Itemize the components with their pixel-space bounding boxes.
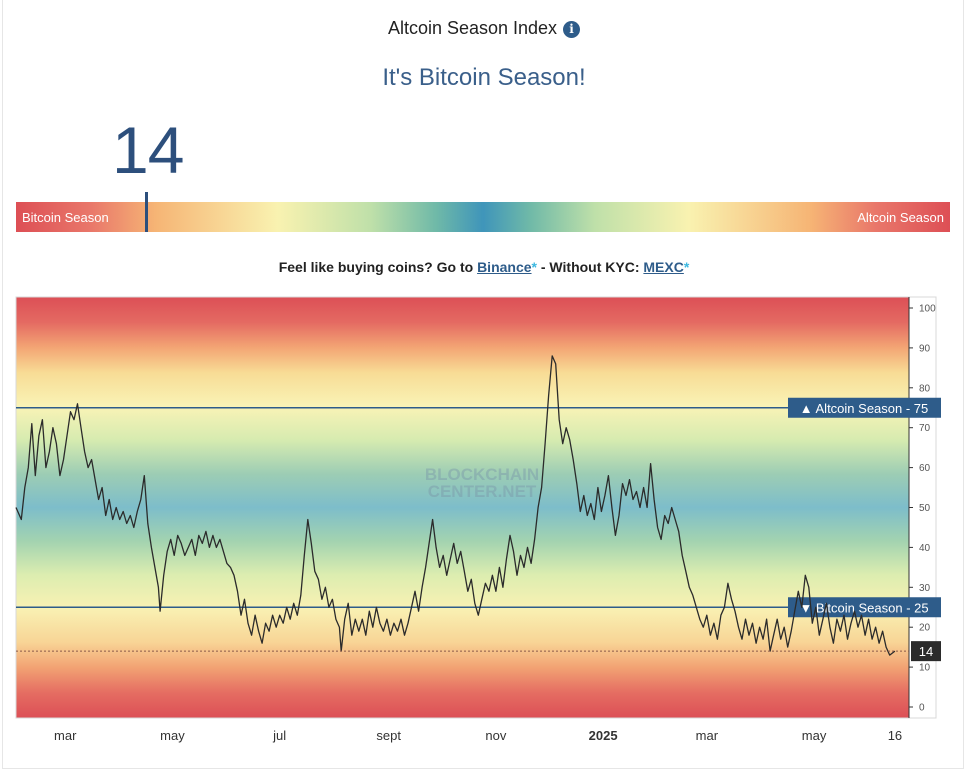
gauge-marker (145, 192, 149, 232)
watermark-line: BLOCKCHAIN (425, 465, 539, 484)
y-tick-label: 20 (919, 623, 931, 634)
x-tick-label: sept (376, 728, 401, 743)
x-tick-label: jul (272, 728, 286, 743)
y-tick-label: 80 (919, 383, 931, 394)
altcoin-season-label-box (788, 397, 941, 418)
x-tick-label: may (160, 728, 185, 743)
x-tick-label: mar (54, 728, 77, 743)
y-tick-label: 10 (919, 663, 931, 674)
info-icon[interactable]: i (563, 21, 581, 38)
y-tick-label: 60 (919, 463, 931, 474)
gauge-label-altcoin: Altcoin Season (857, 210, 944, 225)
x-ticks: mar may jul sept nov 2025 mar may 16 (54, 728, 902, 743)
altcoin-season-label: ▲ Altcoin Season - 75 (800, 401, 929, 416)
current-index-value: 14 (112, 113, 184, 187)
gauge-label-bitcoin: Bitcoin Season (22, 210, 109, 225)
season-gauge: Bitcoin Season Altcoin Season (16, 202, 950, 232)
x-tick-label: nov (485, 728, 506, 743)
threshold-lines: ▲ Altcoin Season - 75 ▼ Bitcoin Season - … (16, 397, 941, 618)
binance-star: * (531, 259, 537, 275)
promo-prefix: Feel like buying coins? Go to (278, 259, 474, 275)
bitcoin-season-label: ▼ Bitcoin Season - 25 (799, 600, 928, 615)
y-tick-label: 0 (919, 703, 925, 714)
mexc-star: * (683, 259, 690, 275)
season-status: It's Bitcoin Season! (382, 64, 586, 91)
index-title: Altcoin Season Index (387, 18, 558, 38)
mexc-link[interactable]: MEXC (643, 259, 684, 275)
y-tick-label: 40 (919, 543, 931, 554)
x-tick-label: mar (696, 728, 719, 743)
x-tick-label: 2025 (589, 728, 618, 743)
chart-background-band (16, 297, 909, 718)
promo-line: Feel like buying coins? Go to Binance* -… (0, 259, 968, 275)
current-value-badge (911, 641, 941, 662)
y-tick-label: 70 (919, 423, 931, 434)
y-tick-label: 100 (919, 304, 936, 315)
y-tick-label: 90 (919, 343, 931, 354)
current-value-label: 14 (919, 644, 933, 659)
y-ticks: 0 10 20 30 40 50 60 70 80 90 100 (909, 304, 936, 714)
x-tick-label: 16 (888, 728, 902, 743)
binance-link[interactable]: Binance (477, 259, 532, 275)
promo-middle: - Without KYC: (540, 259, 640, 275)
watermark-line: CENTER.NET (428, 482, 537, 501)
y-tick-label: 50 (919, 503, 931, 514)
index-title-row: Altcoin Season Index i (0, 18, 968, 39)
index-series-line (15, 355, 896, 656)
x-tick-label: may (802, 728, 827, 743)
current-value-group: 14 (16, 641, 941, 662)
series-group (15, 355, 896, 656)
y-tick-label: 30 (919, 583, 931, 594)
bitcoin-season-label-box (788, 597, 941, 618)
